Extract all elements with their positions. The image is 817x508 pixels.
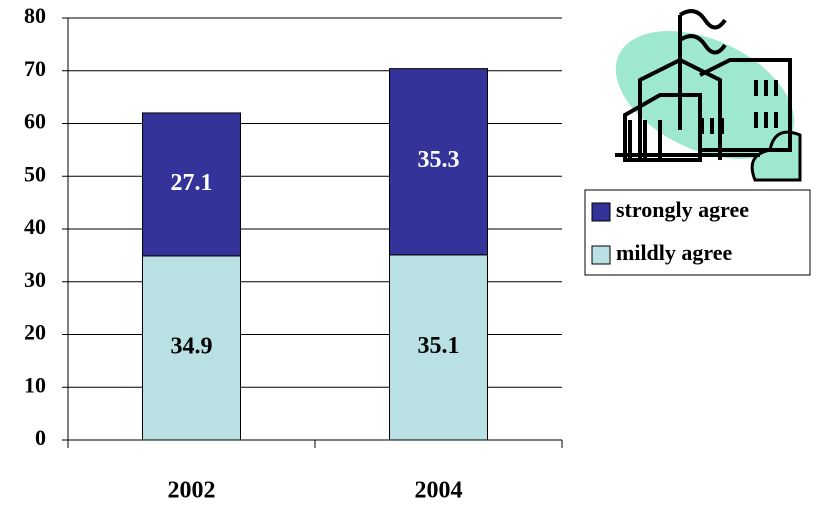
y-tick-label: 10: [24, 372, 46, 397]
y-tick-label: 70: [24, 56, 46, 81]
value-label: 35.1: [418, 333, 460, 359]
legend-box: [584, 189, 811, 276]
legend-label: strongly agree: [616, 197, 749, 222]
bar-segment: [142, 112, 241, 257]
bar-segment: [389, 68, 488, 256]
y-tick-label: 20: [24, 320, 46, 345]
value-label: 35.3: [418, 147, 460, 173]
x-tick-label: 2002: [168, 478, 216, 504]
value-label: 34.9: [171, 333, 213, 359]
y-tick-label: 0: [35, 425, 46, 450]
legend-label: mildly agree: [616, 240, 733, 265]
y-tick-label: 80: [24, 3, 46, 28]
bar-segment: [389, 254, 488, 441]
y-tick-label: 60: [24, 109, 46, 134]
legend-swatch: [591, 245, 611, 265]
clipart: [615, 9, 802, 182]
bar-segment: [142, 255, 241, 441]
x-tick-label: 2004: [415, 478, 463, 504]
value-label: 27.1: [171, 170, 213, 196]
y-tick-label: 40: [24, 214, 46, 239]
y-tick-label: 50: [24, 161, 46, 186]
y-tick-label: 30: [24, 267, 46, 292]
legend-swatch: [591, 202, 611, 222]
